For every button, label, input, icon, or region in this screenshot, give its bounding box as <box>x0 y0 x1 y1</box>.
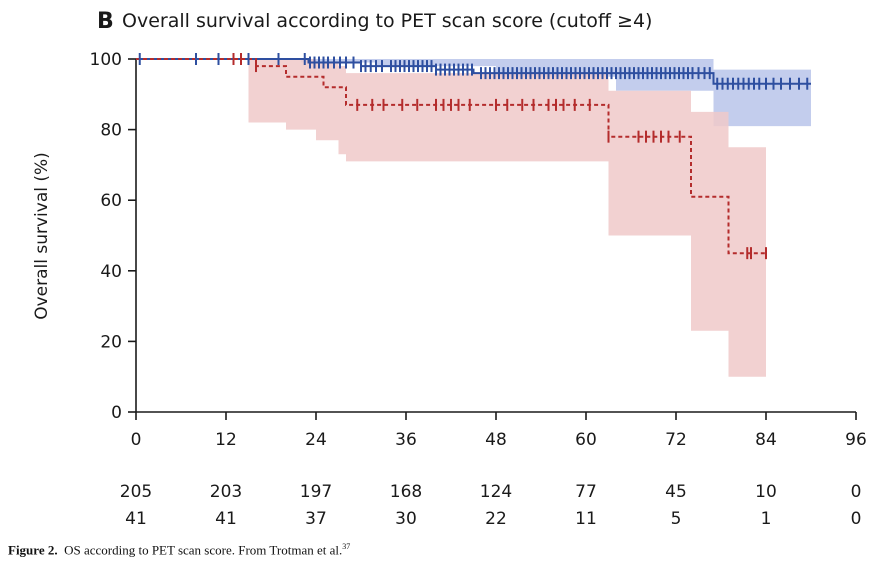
risk-count-row-2: 30 <box>395 509 417 529</box>
risk-count-row-1: 45 <box>665 482 687 502</box>
risk-count-row-1: 124 <box>480 482 512 502</box>
y-tick-label: 20 <box>100 332 122 352</box>
x-tick-label: 12 <box>215 430 237 450</box>
risk-count-row-2: 41 <box>215 509 237 529</box>
risk-count-row-2: 1 <box>761 509 772 529</box>
y-tick-label: 0 <box>111 403 122 423</box>
x-tick-label: 72 <box>665 430 687 450</box>
risk-count-row-2: 0 <box>851 509 862 529</box>
x-tick-label: 0 <box>131 430 142 450</box>
risk-count-row-1: 197 <box>300 482 332 502</box>
risk-count-row-2: 37 <box>305 509 327 529</box>
y-tick-label: 40 <box>100 262 122 282</box>
axes: 0 20 40 60 80 100 0 12 24 36 48 60 72 84 96 <box>90 50 867 450</box>
survival-curve-series-2 <box>136 58 766 255</box>
panel-label: B <box>97 9 114 34</box>
x-tick-label: 48 <box>485 430 507 450</box>
x-tick-label: 60 <box>575 430 597 450</box>
chart-title: Overall survival according to PET scan s… <box>122 10 652 32</box>
risk-count-row-1: 77 <box>575 482 597 502</box>
y-axis-label: Overall survival (%) <box>32 152 52 320</box>
risk-count-row-2: 5 <box>671 509 682 529</box>
caption-text: OS according to PET scan score. From Tro… <box>64 542 343 558</box>
caption-ref: 37 <box>342 542 351 551</box>
risk-count-row-2: 11 <box>575 509 597 529</box>
risk-count-row-2: 41 <box>125 509 147 529</box>
risk-count-row-2: 22 <box>485 509 507 529</box>
risk-count-row-1: 0 <box>851 482 862 502</box>
x-tick-label: 24 <box>305 430 327 450</box>
x-tick-label: 96 <box>845 430 867 450</box>
caption-label: Figure 2. <box>8 542 58 558</box>
risk-count-row-1: 168 <box>390 482 422 502</box>
y-tick-label: 100 <box>90 50 122 70</box>
figure-caption: Figure 2. OS according to PET scan score… <box>8 542 350 558</box>
confidence-bands <box>136 59 811 377</box>
x-tick-label: 36 <box>395 430 417 450</box>
y-tick-label: 80 <box>100 121 122 141</box>
y-tick-label: 60 <box>100 191 122 211</box>
censor-marks <box>138 53 809 260</box>
risk-table: 205 203 197 168 124 77 45 10 041 41 37 30 22 11 5 1 0 <box>120 482 862 529</box>
risk-count-row-1: 203 <box>210 482 242 502</box>
risk-count-row-1: 205 <box>120 482 152 502</box>
risk-count-row-1: 10 <box>755 482 777 502</box>
x-tick-label: 84 <box>755 430 777 450</box>
